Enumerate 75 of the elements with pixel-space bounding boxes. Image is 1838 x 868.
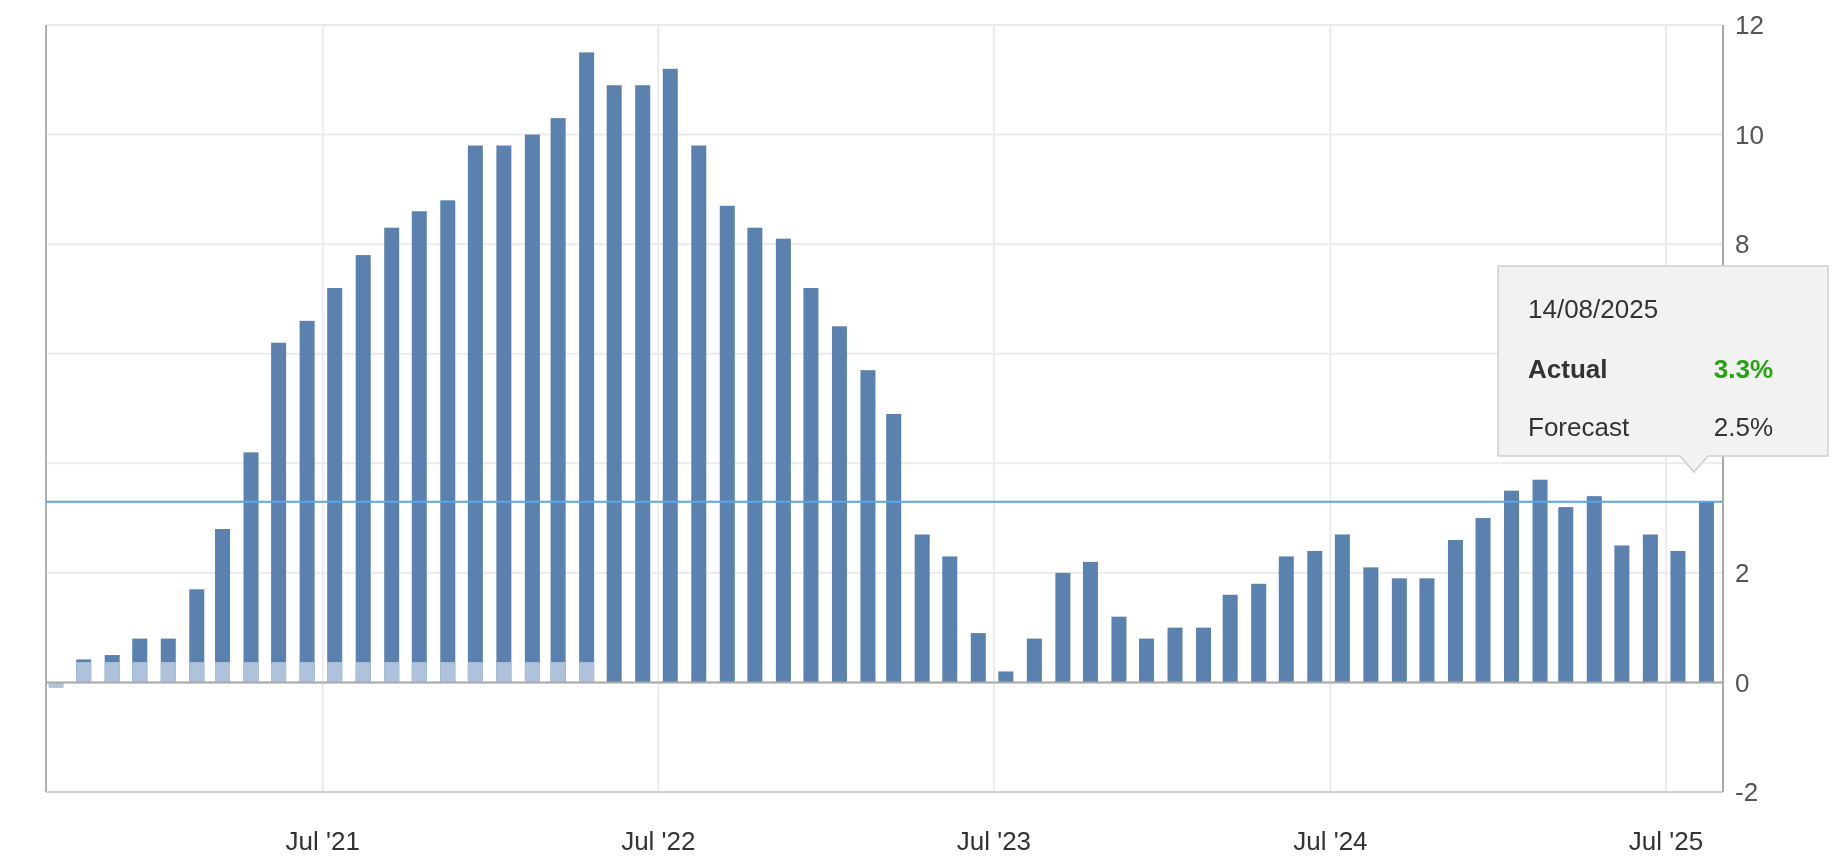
bar bbox=[1196, 627, 1212, 683]
bar bbox=[1558, 507, 1574, 683]
bar bbox=[411, 662, 427, 683]
bar bbox=[132, 662, 148, 683]
x-tick-label: Jul '22 bbox=[621, 826, 696, 856]
bar bbox=[1307, 550, 1323, 683]
bar bbox=[467, 662, 483, 683]
bar bbox=[775, 238, 791, 683]
bar bbox=[1532, 479, 1548, 683]
y-tick-label: 8 bbox=[1735, 229, 1750, 260]
bar bbox=[886, 413, 902, 683]
x-tick-label: Jul '23 bbox=[956, 826, 1032, 856]
annotation: Forecast bbox=[1528, 412, 1630, 442]
bar bbox=[1139, 638, 1155, 683]
bar bbox=[1055, 572, 1071, 683]
bar bbox=[189, 662, 205, 683]
bar bbox=[104, 662, 120, 683]
bar bbox=[1447, 539, 1463, 683]
bar bbox=[1251, 583, 1267, 683]
bar bbox=[606, 85, 622, 683]
bar bbox=[635, 85, 651, 683]
bar bbox=[1391, 578, 1407, 683]
bar bbox=[1642, 534, 1658, 683]
bar bbox=[299, 662, 315, 683]
bar bbox=[496, 662, 512, 683]
bar bbox=[942, 556, 958, 683]
bar bbox=[719, 205, 735, 683]
bar bbox=[1363, 567, 1379, 683]
bar bbox=[747, 227, 763, 683]
bar bbox=[970, 633, 986, 683]
bar bbox=[1334, 534, 1350, 683]
bar bbox=[860, 370, 876, 683]
bar bbox=[271, 662, 287, 683]
bar bbox=[440, 662, 456, 683]
bar bbox=[48, 682, 64, 688]
y-tick-label: 12 bbox=[1735, 10, 1764, 41]
bar bbox=[1614, 545, 1630, 683]
annotation: 3.3% bbox=[1713, 354, 1773, 384]
bar bbox=[1167, 627, 1183, 683]
x-tick-label: Jul '25 bbox=[1628, 826, 1704, 856]
bar bbox=[691, 145, 707, 683]
bar bbox=[1111, 616, 1127, 683]
bar bbox=[1586, 496, 1602, 683]
bar bbox=[914, 534, 930, 683]
x-tick-label: Jul '21 bbox=[285, 826, 360, 856]
bar bbox=[1698, 501, 1714, 683]
y-tick-label: 0 bbox=[1735, 667, 1750, 698]
bar bbox=[662, 68, 678, 683]
bar bbox=[355, 662, 371, 683]
bar bbox=[803, 287, 819, 683]
bar bbox=[1670, 550, 1686, 683]
bar bbox=[384, 662, 400, 683]
annotation: 2.5% bbox=[1713, 412, 1773, 442]
y-tick-label: 10 bbox=[1735, 119, 1764, 150]
bar bbox=[215, 662, 231, 683]
x-tick-label: Jul '24 bbox=[1293, 826, 1368, 856]
bar bbox=[1082, 561, 1098, 683]
bar bbox=[1504, 490, 1520, 683]
bar bbox=[327, 662, 343, 683]
bar bbox=[1026, 638, 1042, 683]
y-tick-label: 2 bbox=[1735, 557, 1750, 588]
bar bbox=[579, 662, 595, 683]
annotation: 14/08/2025 bbox=[1528, 294, 1659, 324]
bar bbox=[1222, 594, 1238, 683]
bar bbox=[243, 662, 259, 683]
y-tick-label: -2 bbox=[1735, 777, 1759, 808]
bar bbox=[524, 662, 540, 683]
bar bbox=[550, 662, 566, 683]
bar bbox=[1419, 578, 1435, 683]
bar bbox=[160, 662, 176, 683]
bar bbox=[1475, 518, 1491, 683]
bar bbox=[831, 326, 847, 683]
bar bbox=[998, 671, 1014, 683]
bar bbox=[1278, 556, 1294, 683]
annotation: Actual bbox=[1528, 354, 1608, 384]
